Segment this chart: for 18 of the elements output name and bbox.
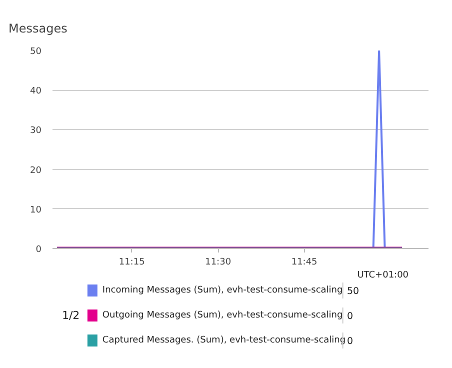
text: 0 bbox=[346, 311, 354, 322]
legend-label: Incoming Messages (Sum), evh-test-consume-scaling bbox=[102, 286, 343, 296]
text: 1/2 bbox=[62, 309, 80, 322]
legend-label: Outgoing Messages (Sum), evh-test-consume-scaling bbox=[102, 310, 343, 320]
y-tick-label: 0 bbox=[36, 245, 42, 255]
y-tick-label: 40 bbox=[30, 86, 42, 97]
x-tick-label: 11:15 bbox=[118, 258, 145, 268]
x-tick-label: 11:45 bbox=[291, 258, 318, 268]
x-tick-label: 11:30 bbox=[205, 258, 232, 268]
chart-title: Messages bbox=[8, 22, 68, 36]
y-tick-label: 30 bbox=[30, 126, 42, 136]
legend-label: Captured Messages. (Sum), evh-test-consume-scaling bbox=[102, 336, 346, 346]
y-tick-label: 20 bbox=[30, 166, 42, 176]
y-tick-label: 50 bbox=[30, 47, 42, 57]
text: 0 bbox=[346, 336, 354, 347]
text: 50 bbox=[346, 286, 360, 297]
y-tick-label: 10 bbox=[30, 205, 42, 216]
text: UTC+01:00 bbox=[357, 270, 409, 280]
